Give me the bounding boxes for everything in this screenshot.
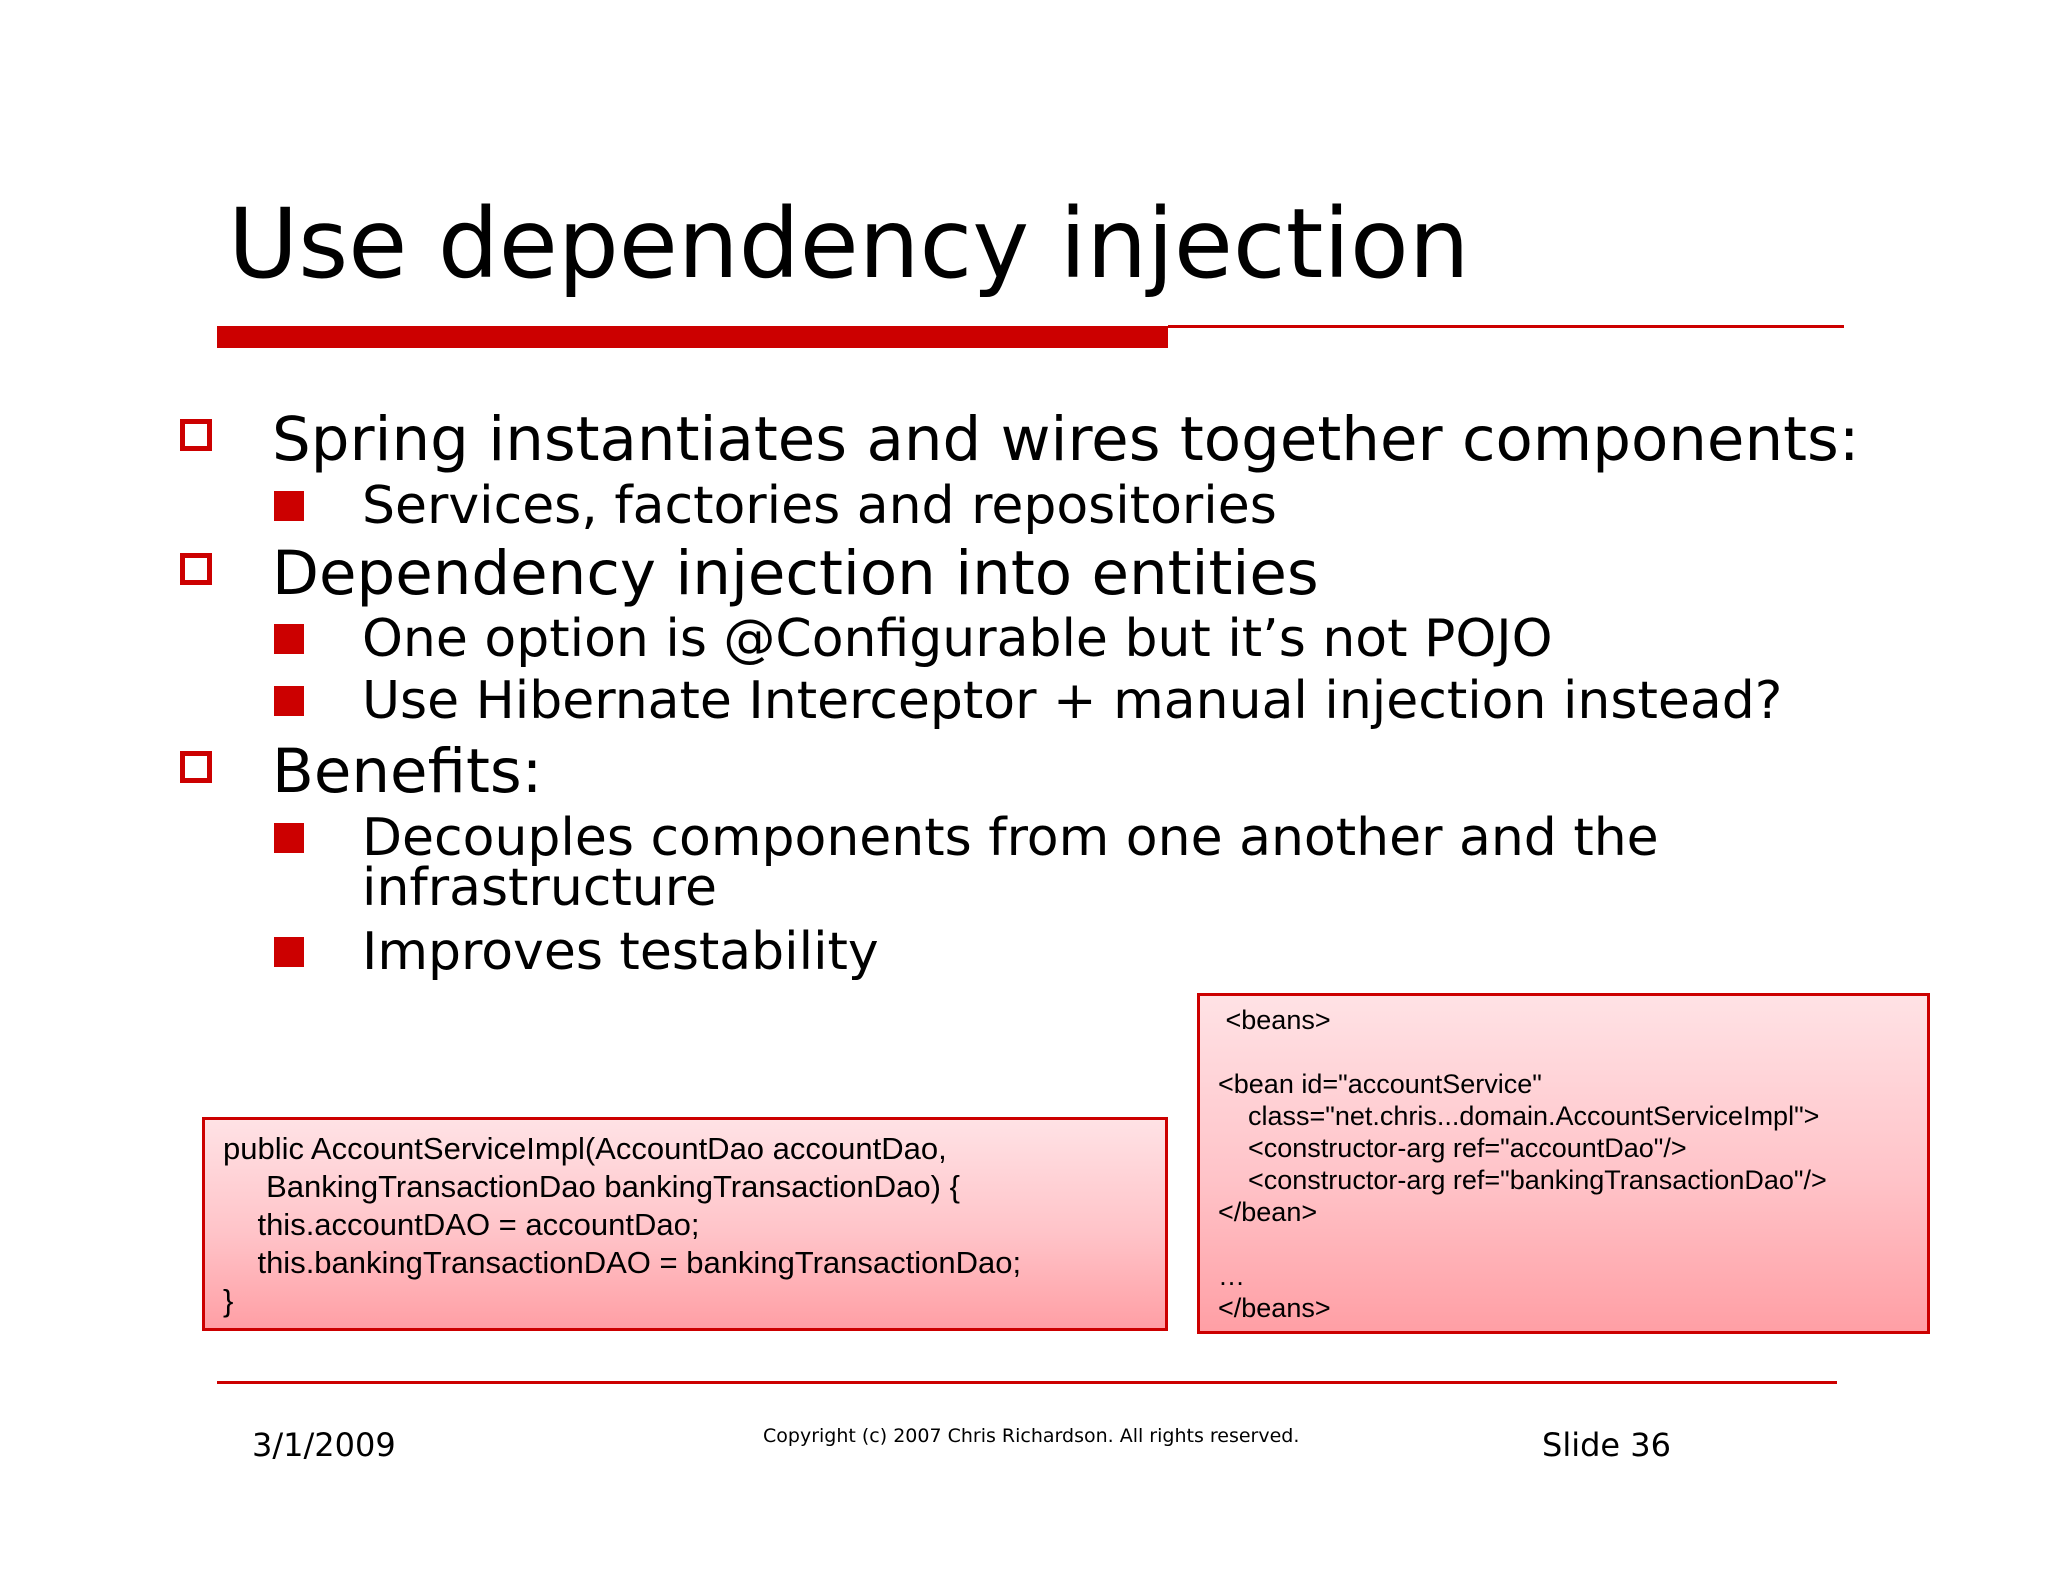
code-line: … (1218, 1261, 1245, 1291)
code-line: </beans> (1218, 1293, 1331, 1323)
bullet-1-sub-1: Services, factories and repositories (362, 476, 1277, 536)
bullet-3-sub-2: Improves testability (362, 922, 879, 982)
bullet-2-sub-2: Use Hibernate Interceptor + manual injec… (362, 671, 1783, 731)
title-underline-thin (1168, 325, 1844, 328)
sub-bullet-square-icon (274, 823, 304, 853)
slide-title: Use dependency injection (228, 188, 1470, 300)
code-line: class="net.chris...domain.AccountService… (1218, 1101, 1820, 1131)
code-line (1218, 1036, 1927, 1068)
bullet-hollow-icon (180, 553, 212, 585)
code-line: </bean> (1218, 1197, 1318, 1227)
code-line: BankingTransactionDao bankingTransaction… (223, 1169, 960, 1204)
bullet-3: Benefits: (272, 736, 543, 807)
footer-date: 3/1/2009 (252, 1426, 396, 1464)
sub-bullet-square-icon (274, 686, 304, 716)
code-line: public AccountServiceImpl(AccountDao acc… (223, 1131, 947, 1166)
footer-copyright: Copyright (c) 2007 Chris Richardson. All… (763, 1425, 1300, 1447)
sub-bullet-square-icon (274, 624, 304, 654)
bullet-1: Spring instantiates and wires together c… (272, 404, 1860, 475)
code-line: <constructor-arg ref="bankingTransaction… (1218, 1165, 1827, 1195)
xml-code-box: <beans> <bean id="accountService" class=… (1197, 993, 1930, 1334)
bullet-hollow-icon (180, 419, 212, 451)
title-underline-thick (217, 326, 1168, 348)
code-line: <beans> (1218, 1005, 1331, 1035)
code-line (1218, 1228, 1927, 1260)
code-line: <constructor-arg ref="accountDao"/> (1218, 1133, 1687, 1163)
bullet-3-sub-1: Decouples components from one another an… (362, 808, 1659, 918)
bullet-hollow-icon (180, 751, 212, 783)
code-line: this.accountDAO = accountDao; (223, 1207, 700, 1242)
sub-bullet-square-icon (274, 937, 304, 967)
bullet-2: Dependency injection into entities (272, 538, 1319, 609)
code-line: this.bankingTransactionDAO = bankingTran… (223, 1245, 1022, 1280)
code-line: <bean id="accountService" (1218, 1069, 1542, 1099)
code-line: } (223, 1283, 234, 1318)
sub-bullet-square-icon (274, 491, 304, 521)
footer-divider (217, 1381, 1837, 1384)
footer-slide-number: Slide 36 (1542, 1426, 1671, 1464)
bullet-2-sub-1: One option is @Configurable but it’s not… (362, 609, 1553, 669)
java-code-box: public AccountServiceImpl(AccountDao acc… (202, 1117, 1168, 1331)
